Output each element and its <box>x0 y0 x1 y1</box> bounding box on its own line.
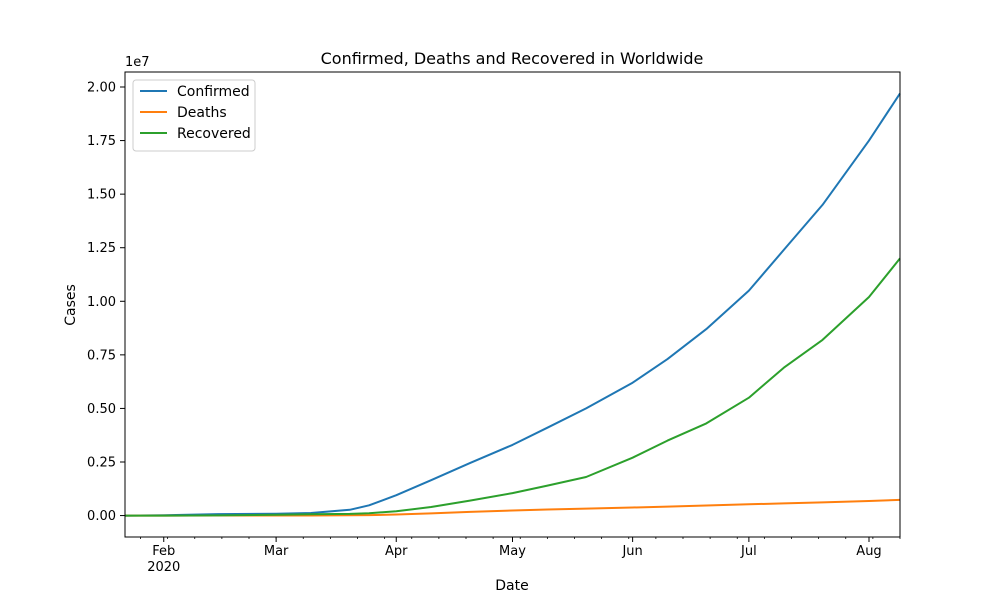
x-tick-label: Jul <box>740 544 757 559</box>
series-line-confirmed <box>124 92 901 517</box>
chart-title: Confirmed, Deaths and Recovered in World… <box>321 49 704 68</box>
y-offset-label: 1e7 <box>125 55 150 70</box>
x-tick-label: Feb <box>152 544 175 559</box>
y-axis: 0.00 0.25 0.50 0.75 1.00 1.25 1.50 1.75 2.00 <box>87 81 125 524</box>
y-tick-label: 0.75 <box>87 348 116 363</box>
y-tick-label: 0.50 <box>87 402 116 417</box>
x-tick-label: May <box>499 544 526 559</box>
y-tick-label: 0.25 <box>87 456 116 471</box>
x-tick-label: Apr <box>385 544 408 559</box>
x-tick-label: Mar <box>264 544 289 559</box>
y-axis-label: Cases <box>63 284 79 326</box>
series-lines <box>124 92 901 517</box>
x-axis-label: Date <box>495 578 528 594</box>
x-tick-label: Jun <box>621 544 642 559</box>
legend-label-deaths: Deaths <box>177 105 227 121</box>
series-line-recovered <box>125 257 901 517</box>
y-tick-label: 1.00 <box>87 295 116 310</box>
y-tick-label: 1.50 <box>87 188 116 203</box>
y-tick-label: 1.75 <box>87 134 116 149</box>
x-tick-label: Aug <box>856 544 881 559</box>
legend: Confirmed Deaths Recovered <box>132 79 256 152</box>
y-tick-label: 1.25 <box>87 241 116 256</box>
legend-label-confirmed: Confirmed <box>177 84 250 100</box>
legend-label-recovered: Recovered <box>177 126 251 142</box>
y-tick-label: 0.00 <box>87 509 116 524</box>
y-tick-label: 2.00 <box>87 81 116 96</box>
x-tick-sublabel: 2020 <box>147 560 180 575</box>
